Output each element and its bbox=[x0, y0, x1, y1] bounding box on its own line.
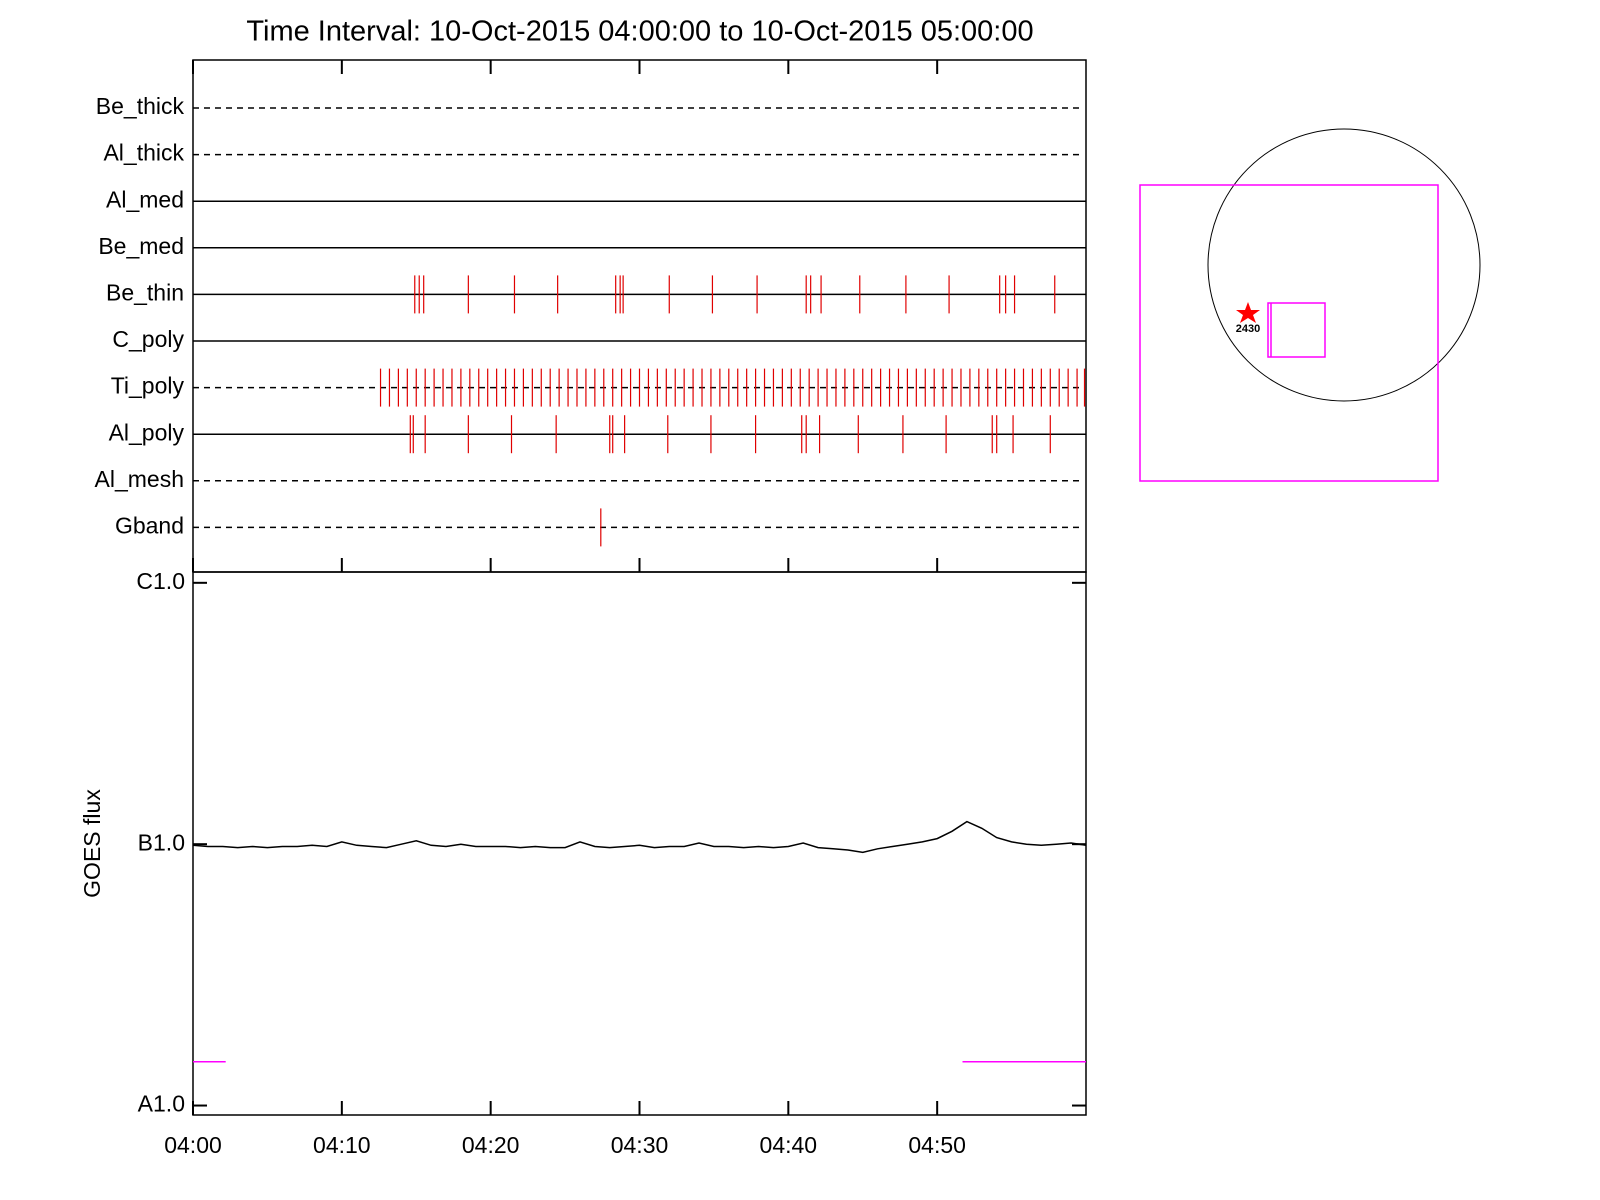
x-tick-label: 04:40 bbox=[760, 1132, 818, 1158]
row-label: C_poly bbox=[112, 326, 184, 352]
y-axis-label: GOES flux bbox=[79, 789, 105, 898]
plot-frame bbox=[192, 59, 1087, 573]
row-label: Be_thin bbox=[106, 279, 184, 305]
region-label: 2430 bbox=[1236, 323, 1260, 335]
x-tick-label: 04:30 bbox=[611, 1132, 669, 1158]
row-label: Al_poly bbox=[109, 419, 185, 445]
row-label: Be_thick bbox=[96, 93, 185, 119]
x-tick-label: 04:20 bbox=[462, 1132, 520, 1158]
x-tick-label: 04:50 bbox=[908, 1132, 966, 1158]
y-tick-label: C1.0 bbox=[136, 568, 185, 594]
row-label: Be_med bbox=[98, 233, 184, 259]
small-fov bbox=[1267, 302, 1326, 358]
flux-line bbox=[192, 820, 1087, 854]
row-label: Al_med bbox=[106, 186, 184, 212]
y-tick-label: B1.0 bbox=[138, 829, 185, 855]
row-label: Gband bbox=[115, 512, 184, 538]
y-tick-label: A1.0 bbox=[138, 1091, 185, 1117]
sun-map: 2430 bbox=[1139, 128, 1481, 482]
x-tick-label: 04:00 bbox=[164, 1132, 222, 1158]
row-label: Al_mesh bbox=[95, 466, 184, 492]
solar-disk bbox=[1207, 128, 1481, 402]
row-label: Ti_poly bbox=[111, 373, 185, 399]
plot-frame bbox=[192, 571, 1087, 1116]
title: Time Interval: 10-Oct-2015 04:00:00 to 1… bbox=[246, 16, 1033, 48]
field-of-view bbox=[1139, 184, 1439, 482]
star-marker bbox=[1236, 302, 1260, 323]
x-tick-label: 04:10 bbox=[313, 1132, 371, 1158]
row-label: Al_thick bbox=[103, 140, 184, 166]
